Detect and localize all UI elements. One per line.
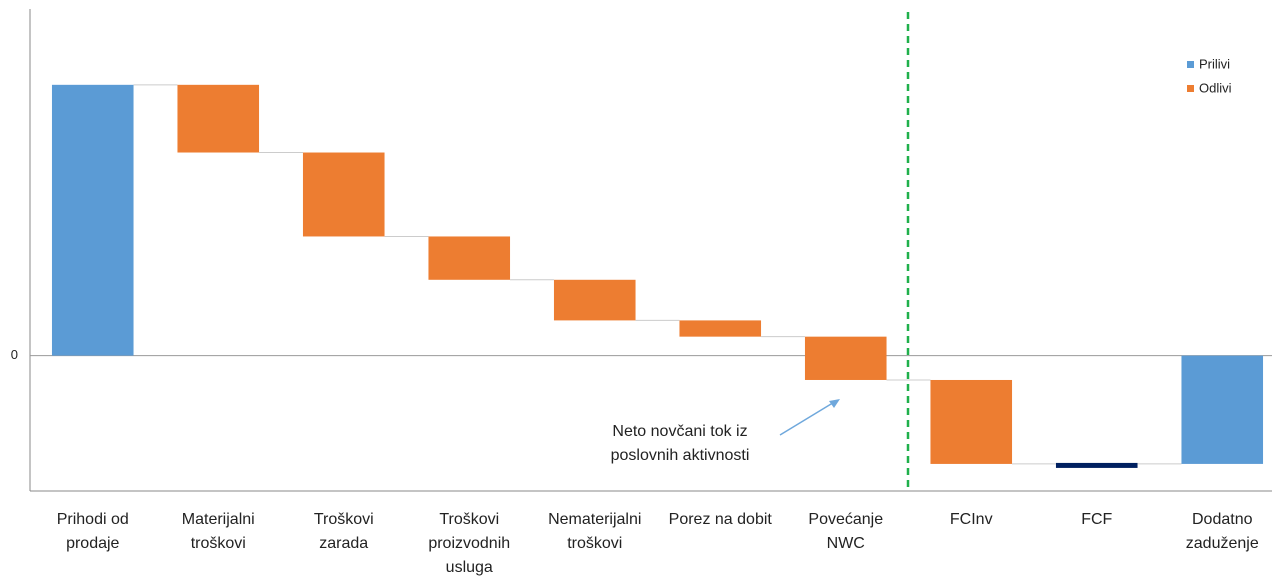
annotation: Neto novčani tok iz (612, 423, 747, 440)
bar (553, 279, 636, 321)
legend-swatch (1187, 85, 1194, 92)
bar (804, 336, 887, 380)
bar (177, 84, 260, 153)
x-tick-label: Troškovi (439, 511, 499, 528)
x-tick-label: Dodatno (1192, 511, 1253, 528)
x-tick-label: zaduženje (1186, 535, 1259, 552)
bar (51, 84, 134, 356)
bar (1181, 355, 1264, 464)
x-tick-label: FCF (1081, 511, 1112, 528)
x-tick-label: Porez na dobit (669, 511, 773, 528)
bar (1055, 462, 1138, 468)
x-tick-label: FCInv (950, 511, 993, 528)
x-tick-label: troškovi (567, 535, 622, 552)
legend-label: Odlivi (1199, 80, 1232, 95)
x-tick-label: Povećanje (808, 511, 883, 528)
annotation-arrow (779, 400, 837, 436)
bar (428, 236, 511, 280)
bar (302, 152, 385, 237)
x-tick-label: Troškovi (314, 511, 374, 528)
x-tick-label: Nematerijalni (548, 511, 641, 528)
x-tick-label: NWC (827, 535, 865, 552)
x-tick-label: troškovi (191, 535, 246, 552)
x-tick-label: prodaje (66, 535, 119, 552)
bar (930, 379, 1013, 464)
legend-swatch (1187, 61, 1194, 68)
x-tick-label: zarada (319, 535, 368, 552)
x-tick-label: Materijalni (182, 511, 255, 528)
x-tick-label: proizvodnih (428, 535, 510, 552)
x-tick-label: usluga (446, 559, 493, 576)
x-tick-label: Prihodi od (57, 511, 129, 528)
bar (679, 320, 762, 337)
arrow-head (829, 399, 840, 408)
y-tick-label: 0 (11, 347, 18, 362)
annotation: poslovnih aktivnosti (611, 447, 750, 464)
legend-label: Prilivi (1199, 56, 1230, 71)
